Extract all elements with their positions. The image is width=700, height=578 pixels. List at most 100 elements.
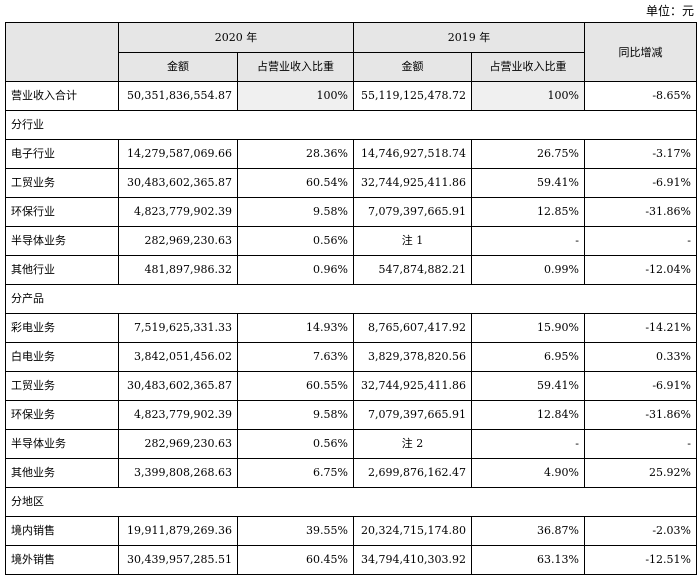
amount-2019-cell: 7,079,397,665.91 — [353, 197, 472, 227]
share-2019-cell: 12.84% — [471, 400, 585, 430]
share-2019-cell: 63.13% — [471, 545, 585, 575]
total-row: 营业收入合计 50,351,836,554.87 100% 55,119,125… — [5, 81, 697, 111]
row-label: 工贸业务 — [5, 168, 119, 198]
share-2020-cell: 60.55% — [237, 371, 354, 401]
header-blank-cell — [5, 22, 119, 82]
section-title: 分地区 — [5, 487, 697, 517]
yoy-cell: -2.03% — [584, 516, 697, 546]
yoy-cell: -12.51% — [584, 545, 697, 575]
total-share-2020: 100% — [237, 81, 354, 111]
table-row: 工贸业务 30,483,602,365.87 60.54% 32,744,925,41… — [5, 168, 697, 198]
amount-2020-cell: 30,439,957,285.51 — [118, 545, 238, 575]
share-2019-cell: 0.99% — [471, 255, 585, 285]
table-row: 工贸业务 30,483,602,365.87 60.55% 32,744,925,41… — [5, 371, 697, 401]
amount-2020-cell: 481,897,986.32 — [118, 255, 238, 285]
share-2020-cell: 14.93% — [237, 313, 354, 343]
share-2020-cell: 60.54% — [237, 168, 354, 198]
total-label: 营业收入合计 — [5, 81, 119, 111]
amount-2020-cell: 3,842,051,456.02 — [118, 342, 238, 372]
amount-2019-cell: 注 2 — [353, 429, 472, 459]
row-label: 环保行业 — [5, 197, 119, 227]
amount-2019-cell: 547,874,882.21 — [353, 255, 472, 285]
share-2019-cell: 6.95% — [471, 342, 585, 372]
amount-2019-cell: 32,744,925,411.86 — [353, 168, 472, 198]
amount-2019-cell: 8,765,607,417.92 — [353, 313, 472, 343]
amount-2019-cell: 7,079,397,665.91 — [353, 400, 472, 430]
share-2020-cell: 0.56% — [237, 429, 354, 459]
amount-2019-cell: 注 1 — [353, 226, 472, 256]
total-yoy: -8.65% — [584, 81, 697, 111]
table-row: 其他行业 481,897,986.32 0.96% 547,874,882.21 0.9… — [5, 255, 697, 285]
header-row-years: 2020 年 2019 年 同比增减 — [5, 22, 697, 82]
header-yoy: 同比增减 — [584, 22, 697, 82]
yoy-cell: -12.04% — [584, 255, 697, 285]
header-row-columns: 金额 占营业收入比重 金额 占营业收入比重 — [6, 52, 697, 82]
table-row: 境内销售 19,911,879,269.36 39.55% 20,324,715,17… — [5, 516, 697, 546]
yoy-cell: -6.91% — [584, 371, 697, 401]
amount-2020-cell: 19,911,879,269.36 — [118, 516, 238, 546]
total-amount-2019: 55,119,125,478.72 — [353, 81, 472, 111]
amount-2020-cell: 282,969,230.63 — [118, 226, 238, 256]
amount-2020-cell: 282,969,230.63 — [118, 429, 238, 459]
row-label: 境外销售 — [5, 545, 119, 575]
share-2019-cell: 59.41% — [471, 168, 585, 198]
row-label: 白电业务 — [5, 342, 119, 372]
table-row: 其他业务 3,399,808,268.63 6.75% 2,699,876,162.4… — [5, 458, 697, 488]
share-2020-cell: 7.63% — [237, 342, 354, 372]
amount-2020-cell: 7,519,625,331.33 — [118, 313, 238, 343]
amount-2020-cell: 4,823,779,902.39 — [118, 400, 238, 430]
share-2019-cell: 4.90% — [471, 458, 585, 488]
header-share-2019: 占营业收入比重 — [471, 52, 585, 82]
share-2020-cell: 60.45% — [237, 545, 354, 575]
yoy-cell: -6.91% — [584, 168, 697, 198]
table-row: 境外销售 30,439,957,285.51 60.45% 34,794,410,30… — [5, 545, 697, 575]
row-label: 半导体业务 — [5, 226, 119, 256]
yoy-cell: -3.17% — [584, 139, 697, 169]
header-share-2020: 占营业收入比重 — [237, 52, 354, 82]
share-2020-cell: 0.96% — [237, 255, 354, 285]
table-row: 半导体业务 282,969,230.63 0.56% 注 2-- — [5, 429, 697, 459]
yoy-cell: -14.21% — [584, 313, 697, 343]
amount-2020-cell: 4,823,779,902.39 — [118, 197, 238, 227]
section-header-row: 分地区 — [5, 487, 697, 517]
section-header-row: 分产品 — [5, 284, 697, 314]
yoy-cell: -31.86% — [584, 197, 697, 227]
share-2020-cell: 6.75% — [237, 458, 354, 488]
row-label: 工贸业务 — [5, 371, 119, 401]
amount-2019-cell: 20,324,715,174.80 — [353, 516, 472, 546]
row-label: 半导体业务 — [5, 429, 119, 459]
section-header-row: 分行业 — [5, 110, 697, 140]
amount-2020-cell: 30,483,602,365.87 — [118, 168, 238, 198]
table-row: 环保行业 4,823,779,902.39 9.58% 7,079,397,665.9… — [5, 197, 697, 227]
share-2020-cell: 28.36% — [237, 139, 354, 169]
share-2020-cell: 9.58% — [237, 400, 354, 430]
share-2019-cell: 59.41% — [471, 371, 585, 401]
amount-2019-cell: 32,744,925,411.86 — [353, 371, 472, 401]
amount-2019-cell: 3,829,378,820.56 — [353, 342, 472, 372]
total-amount-2020: 50,351,836,554.87 — [118, 81, 238, 111]
amount-2020-cell: 3,399,808,268.63 — [118, 458, 238, 488]
section-title: 分产品 — [5, 284, 697, 314]
share-2020-cell: 39.55% — [237, 516, 354, 546]
share-2019-cell: - — [471, 429, 585, 459]
section-title: 分行业 — [5, 110, 697, 140]
table-row: 彩电业务 7,519,625,331.33 14.93% 8,765,607,417.… — [5, 313, 697, 343]
amount-2019-cell: 2,699,876,162.47 — [353, 458, 472, 488]
share-2019-cell: - — [471, 226, 585, 256]
table-row: 白电业务 3,842,051,456.02 7.63% 3,829,378,820.5… — [5, 342, 697, 372]
table-row: 半导体业务 282,969,230.63 0.56% 注 1-- — [5, 226, 697, 256]
share-2019-cell: 12.85% — [471, 197, 585, 227]
share-2019-cell: 26.75% — [471, 139, 585, 169]
share-2020-cell: 9.58% — [237, 197, 354, 227]
yoy-cell: 0.33% — [584, 342, 697, 372]
amount-2020-cell: 14,279,587,069.66 — [118, 139, 238, 169]
header-amount-2019: 金额 — [353, 52, 472, 82]
row-label: 彩电业务 — [5, 313, 119, 343]
table-row: 电子行业 14,279,587,069.66 28.36% 14,746,927,51… — [5, 139, 697, 169]
row-label: 其他行业 — [5, 255, 119, 285]
share-2020-cell: 0.56% — [237, 226, 354, 256]
revenue-table: 2020 年 2019 年 同比增减 金额 占营业收入比重 金额 占营业收入比重… — [5, 22, 697, 575]
amount-2019-cell: 34,794,410,303.92 — [353, 545, 472, 575]
yoy-cell: 25.92% — [584, 458, 697, 488]
amount-2019-cell: 14,746,927,518.74 — [353, 139, 472, 169]
